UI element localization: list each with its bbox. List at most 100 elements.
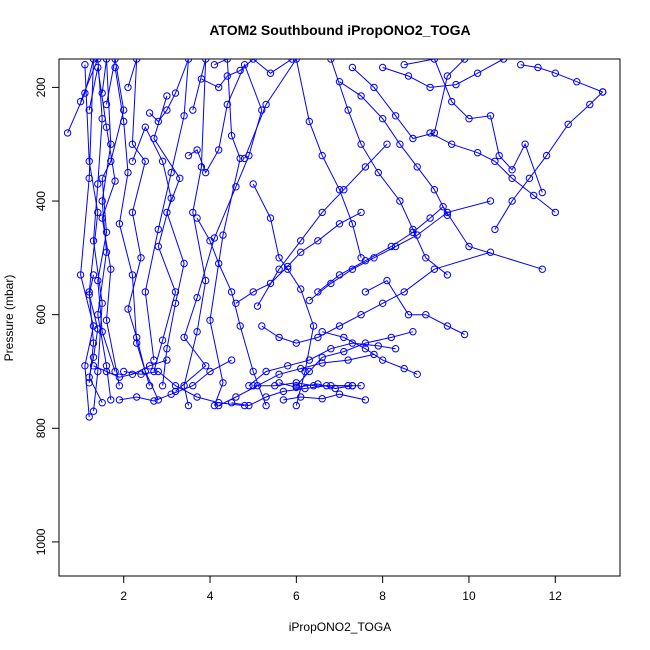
data-point bbox=[266, 214, 275, 222]
data-point bbox=[491, 157, 499, 166]
data-point bbox=[275, 333, 283, 342]
data-point bbox=[145, 362, 154, 370]
data-point bbox=[249, 382, 257, 390]
data-point bbox=[391, 345, 400, 353]
data-point bbox=[141, 157, 150, 166]
data-point bbox=[357, 92, 365, 100]
data-point bbox=[309, 322, 318, 330]
data-point bbox=[357, 382, 365, 390]
series-line bbox=[382, 59, 504, 88]
data-point bbox=[426, 129, 434, 137]
data-point bbox=[361, 396, 370, 404]
series-26 bbox=[279, 390, 370, 404]
data-point bbox=[107, 140, 115, 148]
data-point bbox=[245, 382, 253, 390]
series-line bbox=[494, 91, 604, 230]
data-point bbox=[236, 66, 244, 75]
data-point bbox=[422, 254, 430, 262]
data-point bbox=[249, 180, 257, 188]
data-point bbox=[76, 97, 85, 106]
data-point bbox=[309, 382, 318, 390]
plot-frame bbox=[58, 58, 621, 577]
data-point bbox=[98, 197, 106, 205]
data-point bbox=[128, 208, 137, 217]
data-point bbox=[180, 112, 188, 120]
series-line bbox=[153, 95, 185, 386]
series-17 bbox=[240, 59, 365, 262]
data-point bbox=[111, 177, 119, 185]
data-point bbox=[318, 395, 326, 403]
data-point bbox=[154, 242, 163, 251]
series-line bbox=[322, 331, 418, 375]
data-point bbox=[374, 168, 382, 177]
data-point bbox=[275, 370, 283, 378]
data-point bbox=[158, 382, 167, 390]
data-point bbox=[448, 97, 456, 106]
series-36 bbox=[491, 88, 607, 234]
data-point bbox=[253, 302, 262, 310]
data-point bbox=[193, 393, 201, 401]
data-point bbox=[534, 63, 542, 72]
series-13 bbox=[171, 60, 266, 396]
data-point bbox=[202, 59, 210, 63]
series-line bbox=[261, 251, 491, 344]
data-point bbox=[426, 214, 434, 222]
series-line bbox=[131, 125, 177, 372]
data-point bbox=[275, 254, 283, 262]
data-point bbox=[404, 311, 413, 319]
x-axis: 2 4 6 8 10 12 bbox=[120, 576, 562, 603]
series-line bbox=[520, 64, 603, 93]
series-21 bbox=[258, 248, 495, 347]
x-tick-label: 8 bbox=[379, 589, 386, 603]
data-point bbox=[145, 109, 154, 117]
data-point bbox=[163, 208, 171, 217]
data-point bbox=[564, 120, 572, 129]
series-line bbox=[252, 183, 315, 406]
data-point bbox=[538, 265, 546, 273]
data-point bbox=[94, 180, 102, 188]
series-22 bbox=[245, 339, 400, 390]
series-line bbox=[352, 59, 465, 140]
data-point bbox=[154, 225, 163, 234]
data-point bbox=[348, 382, 357, 390]
data-point bbox=[361, 288, 370, 296]
data-point bbox=[314, 333, 322, 342]
y-tick-label: 1000 bbox=[34, 528, 48, 555]
series-line bbox=[429, 132, 556, 213]
data-point bbox=[292, 382, 300, 390]
data-point bbox=[305, 367, 313, 376]
data-point bbox=[102, 362, 111, 370]
data-point bbox=[133, 59, 141, 63]
data-point bbox=[206, 316, 214, 324]
data-point bbox=[94, 59, 102, 63]
data-point bbox=[379, 63, 387, 72]
data-point bbox=[206, 367, 214, 376]
data-point bbox=[400, 288, 408, 296]
data-point bbox=[292, 401, 300, 410]
data-point bbox=[586, 100, 594, 109]
data-point bbox=[396, 140, 404, 148]
data-point bbox=[202, 362, 210, 370]
series-line bbox=[404, 59, 543, 193]
data-point bbox=[94, 367, 102, 376]
data-point bbox=[387, 333, 395, 342]
data-point bbox=[305, 296, 313, 305]
data-point bbox=[102, 123, 111, 131]
series-line bbox=[88, 67, 120, 386]
series-line bbox=[201, 59, 293, 89]
data-point bbox=[141, 288, 150, 296]
data-point bbox=[154, 367, 163, 376]
data-point bbox=[430, 186, 439, 194]
data-point bbox=[85, 373, 93, 381]
data-point bbox=[327, 345, 335, 353]
data-point bbox=[223, 72, 232, 80]
series-9 bbox=[141, 59, 193, 364]
data-point bbox=[318, 151, 326, 160]
data-point bbox=[387, 242, 395, 251]
data-point bbox=[314, 237, 322, 245]
data-point bbox=[383, 276, 391, 285]
data-point bbox=[189, 208, 197, 217]
data-point bbox=[460, 330, 469, 339]
data-point bbox=[335, 220, 344, 228]
